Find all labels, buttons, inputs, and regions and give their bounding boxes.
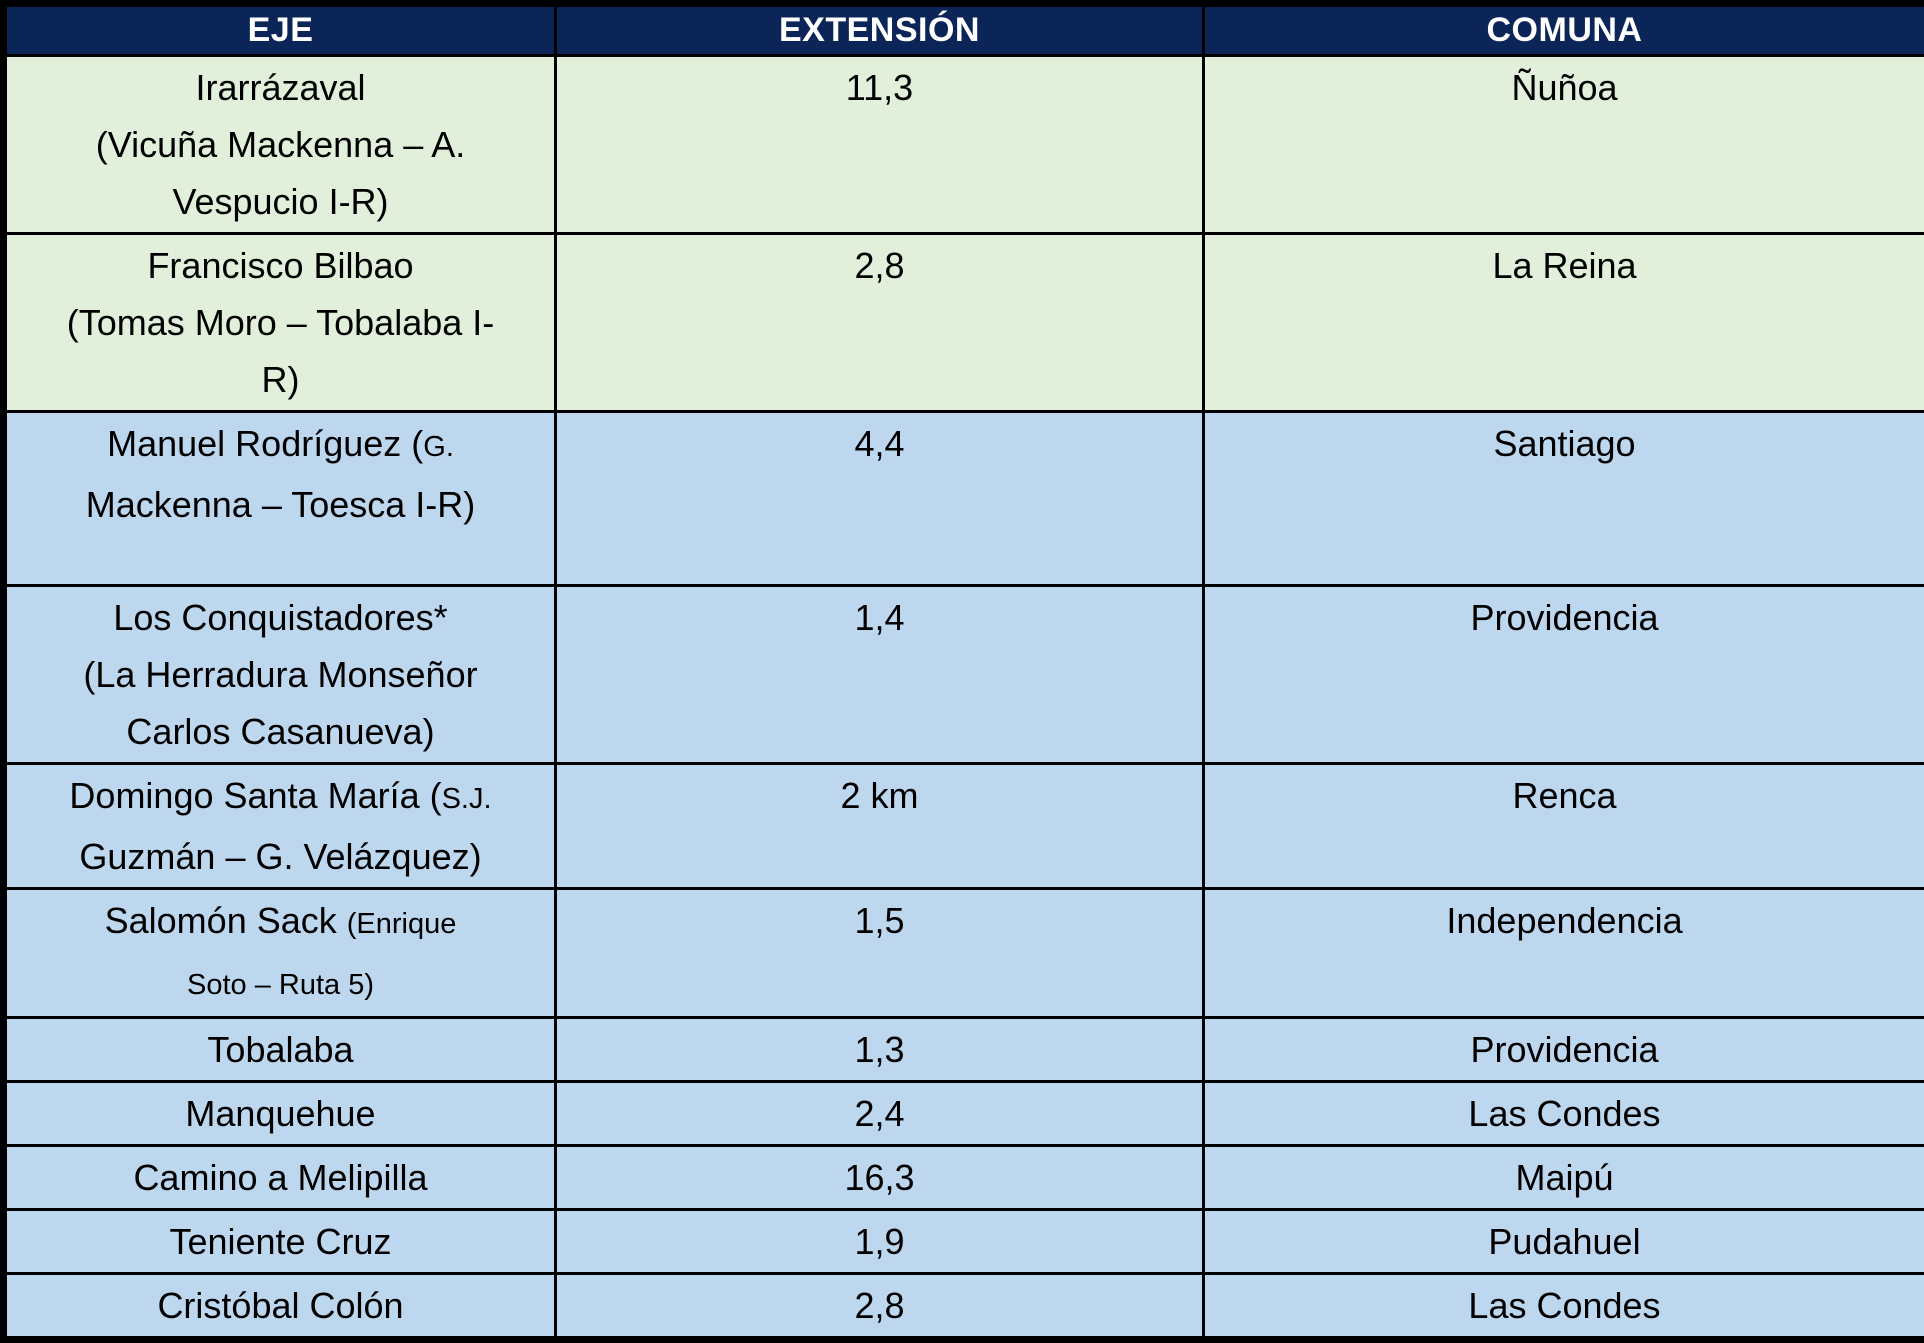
extension-cell: 2,4 [556,1082,1204,1146]
eje-line: Manquehue [13,1085,548,1142]
header-row: EJE EXTENSIÓN COMUNA [4,4,1924,56]
eje-cell: Manuel Rodríguez (G. Mackenna – Toesca I-… [4,412,556,586]
extension-cell: 11,3 [556,56,1204,234]
extension-cell: 2,8 [556,1274,1204,1340]
extension-cell: 2,8 [556,234,1204,412]
eje-text-segment: Salomón Sack [105,900,347,941]
eje-cell: Tobalaba [4,1018,556,1082]
eje-text-segment: Carlos Casanueva) [126,711,434,752]
comuna-cell: Las Condes [1204,1082,1924,1146]
eje-text-segment: (Enrique [347,908,457,940]
eje-line: (La Herradura Monseñor [13,646,548,703]
extension-cell: 4,4 [556,412,1204,586]
eje-text-segment: S.J. [442,783,492,815]
comuna-cell: Providencia [1204,1018,1924,1082]
eje-line: Manuel Rodríguez (G. [13,415,548,476]
eje-line: Teniente Cruz [13,1213,548,1270]
eje-cell: Francisco Bilbao (Tomas Moro – Tobalaba I… [4,234,556,412]
eje-line: R) [13,351,548,408]
eje-line: Francisco Bilbao [13,237,548,294]
column-header-extension: EXTENSIÓN [556,4,1204,56]
eje-cell: Cristóbal Colón [4,1274,556,1340]
comuna-cell: Maipú [1204,1146,1924,1210]
table-body: Irarrázaval (Vicuña Mackenna – A. Vespucio… [4,56,1924,1340]
eje-line: Vespucio I-R) [13,173,548,230]
extension-cell: 1,3 [556,1018,1204,1082]
comuna-cell: Ñuñoa [1204,56,1924,234]
eje-text-segment: Teniente Cruz [169,1221,391,1262]
extension-cell: 1,5 [556,889,1204,1018]
eje-line: Carlos Casanueva) [13,703,548,760]
eje-line: (Tomas Moro – Tobalaba I- [13,294,548,351]
table-row: Domingo Santa María (S.J. Guzmán – G. Vel… [4,764,1924,889]
table-row: Francisco Bilbao (Tomas Moro – Tobalaba I… [4,234,1924,412]
table-row: Los Conquistadores* (La Herradura Monseño… [4,586,1924,764]
eje-text-segment: (Vicuña Mackenna – A. [96,124,466,165]
extension-cell: 16,3 [556,1146,1204,1210]
eje-cell: Camino a Melipilla [4,1146,556,1210]
eje-line: Mackenna – Toesca I-R) [13,476,548,533]
eje-line: Irarrázaval [13,59,548,116]
eje-text-segment: Soto – Ruta 5) [187,969,374,1001]
table-header: EJE EXTENSIÓN COMUNA [4,4,1924,56]
eje-line: Soto – Ruta 5) [13,953,548,1014]
comuna-cell: Pudahuel [1204,1210,1924,1274]
table-row: Manuel Rodríguez (G. Mackenna – Toesca I-… [4,412,1924,586]
eje-text-segment: Guzmán – G. Velázquez) [79,836,481,877]
eje-text-segment: Manquehue [185,1093,375,1134]
extension-cell: 2 km [556,764,1204,889]
eje-cell: Manquehue [4,1082,556,1146]
eje-line: Domingo Santa María (S.J. [13,767,548,828]
comuna-cell: Renca [1204,764,1924,889]
eje-text-segment: G. [423,431,454,463]
eje-text-segment: (Tomas Moro – Tobalaba I- [67,302,495,343]
eje-text-segment: Camino a Melipilla [133,1157,427,1198]
eje-cell: Los Conquistadores* (La Herradura Monseño… [4,586,556,764]
eje-text-segment: Los Conquistadores* [113,597,447,638]
eje-line: Salomón Sack (Enrique [13,892,548,953]
eje-text-segment: Manuel Rodríguez ( [107,423,423,464]
column-header-eje: EJE [4,4,556,56]
comuna-cell: La Reina [1204,234,1924,412]
comuna-cell: Independencia [1204,889,1924,1018]
eje-line: Camino a Melipilla [13,1149,548,1206]
eje-text-segment: R) [262,359,300,400]
eje-text-segment: Mackenna – Toesca I-R) [86,484,476,525]
eje-text-segment: Domingo Santa María ( [69,775,441,816]
eje-text-segment: Irarrázaval [195,67,365,108]
eje-cell: Salomón Sack (Enrique Soto – Ruta 5) [4,889,556,1018]
eje-cell: Teniente Cruz [4,1210,556,1274]
eje-cell: Domingo Santa María (S.J. Guzmán – G. Vel… [4,764,556,889]
extension-cell: 1,4 [556,586,1204,764]
comuna-cell: Las Condes [1204,1274,1924,1340]
extension-cell: 1,9 [556,1210,1204,1274]
eje-text-segment: (La Herradura Monseñor [83,654,477,695]
comuna-cell: Providencia [1204,586,1924,764]
eje-text-segment: Francisco Bilbao [147,245,413,286]
eje-text-segment: Vespucio I-R) [172,181,388,222]
table-row: Irarrázaval (Vicuña Mackenna – A. Vespucio… [4,56,1924,234]
column-header-comuna: COMUNA [1204,4,1924,56]
eje-line: Guzmán – G. Velázquez) [13,828,548,885]
eje-line: Los Conquistadores* [13,589,548,646]
eje-line: Cristóbal Colón [13,1277,548,1334]
comuna-cell: Santiago [1204,412,1924,586]
eje-text-segment: Tobalaba [207,1029,353,1070]
eje-cell: Irarrázaval (Vicuña Mackenna – A. Vespucio… [4,56,556,234]
eje-line: Tobalaba [13,1021,548,1078]
eje-line: (Vicuña Mackenna – A. [13,116,548,173]
eje-text-segment: Cristóbal Colón [157,1285,403,1326]
